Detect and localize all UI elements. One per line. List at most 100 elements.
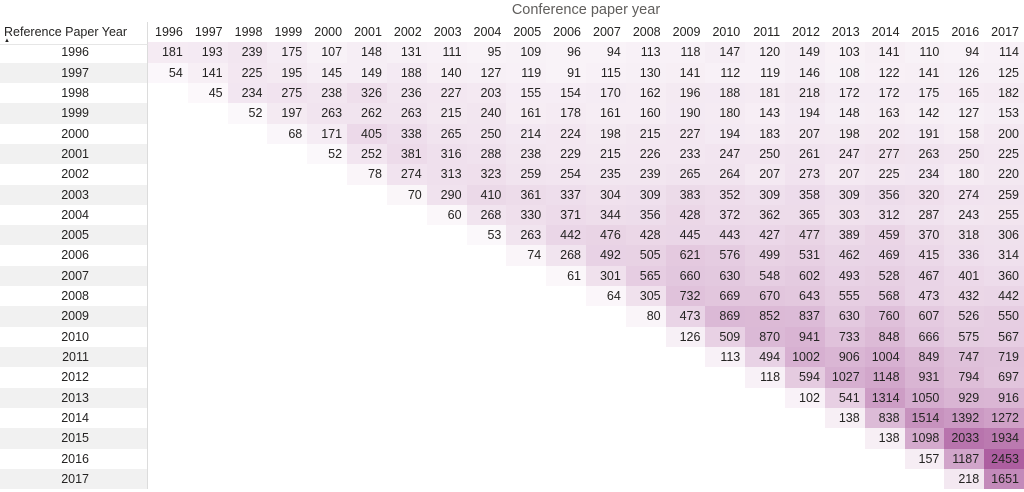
matrix-cell[interactable]: 941 xyxy=(785,326,825,347)
matrix-cell[interactable]: 732 xyxy=(665,286,706,307)
matrix-cell[interactable]: 442 xyxy=(984,286,1024,307)
matrix-cell[interactable]: 227 xyxy=(426,82,467,104)
matrix-cell[interactable]: 1050 xyxy=(904,387,945,408)
matrix-cell[interactable]: 122 xyxy=(864,62,905,83)
matrix-cell[interactable]: 148 xyxy=(347,42,387,63)
matrix-cell[interactable]: 666 xyxy=(904,326,945,347)
row-label-2015[interactable]: 2015 xyxy=(0,428,148,449)
matrix-cell[interactable]: 304 xyxy=(585,184,626,205)
matrix-cell[interactable]: 442 xyxy=(546,225,586,246)
matrix-cell[interactable]: 265 xyxy=(665,164,706,185)
matrix-cell[interactable]: 203 xyxy=(466,82,507,104)
matrix-cell[interactable]: 235 xyxy=(585,164,626,185)
matrix-cell[interactable]: 306 xyxy=(984,225,1024,246)
matrix-cell[interactable]: 80 xyxy=(625,306,666,327)
matrix-cell[interactable]: 361 xyxy=(506,184,547,205)
matrix-cell[interactable]: 630 xyxy=(824,306,865,327)
matrix-cell[interactable]: 140 xyxy=(426,62,467,83)
matrix-cell[interactable]: 234 xyxy=(904,164,945,185)
matrix-cell[interactable]: 263 xyxy=(904,143,945,165)
matrix-cell[interactable]: 183 xyxy=(745,123,786,144)
matrix-cell[interactable]: 747 xyxy=(944,347,985,368)
matrix-cell[interactable]: 195 xyxy=(267,62,308,83)
row-label-1996[interactable]: 1996 xyxy=(0,42,148,63)
matrix-cell[interactable]: 493 xyxy=(824,265,865,287)
matrix-cell[interactable]: 1098 xyxy=(904,428,945,449)
matrix-cell[interactable]: 916 xyxy=(984,387,1024,408)
matrix-cell[interactable]: 114 xyxy=(984,42,1024,63)
matrix-cell[interactable]: 838 xyxy=(864,407,905,429)
matrix-cell[interactable]: 401 xyxy=(944,265,985,287)
matrix-cell[interactable]: 2453 xyxy=(984,448,1024,469)
matrix-cell[interactable]: 107 xyxy=(307,42,348,63)
matrix-cell[interactable]: 360 xyxy=(984,265,1024,287)
matrix-cell[interactable]: 194 xyxy=(705,123,746,144)
matrix-cell[interactable]: 476 xyxy=(585,225,626,246)
matrix-cell[interactable]: 356 xyxy=(625,204,666,226)
matrix-cell[interactable]: 155 xyxy=(506,82,547,104)
matrix-cell[interactable]: 273 xyxy=(785,164,825,185)
matrix-cell[interactable]: 259 xyxy=(984,184,1024,205)
matrix-cell[interactable]: 147 xyxy=(705,42,746,63)
matrix-cell[interactable]: 669 xyxy=(705,286,746,307)
matrix-cell[interactable]: 45 xyxy=(187,82,228,104)
matrix-cell[interactable]: 344 xyxy=(585,204,626,226)
matrix-cell[interactable]: 172 xyxy=(864,82,905,104)
matrix-cell[interactable]: 236 xyxy=(386,82,427,104)
matrix-cell[interactable]: 229 xyxy=(546,143,586,165)
matrix-cell[interactable]: 52 xyxy=(307,143,348,165)
matrix-cell[interactable]: 869 xyxy=(705,306,746,327)
matrix-cell[interactable]: 555 xyxy=(824,286,865,307)
matrix-cell[interactable]: 91 xyxy=(546,62,586,83)
matrix-cell[interactable]: 370 xyxy=(904,225,945,246)
matrix-cell[interactable]: 112 xyxy=(705,62,746,83)
matrix-cell[interactable]: 316 xyxy=(426,143,467,165)
matrix-cell[interactable]: 247 xyxy=(705,143,746,165)
matrix-cell[interactable]: 428 xyxy=(625,225,666,246)
matrix-cell[interactable]: 126 xyxy=(944,62,985,83)
matrix-cell[interactable]: 250 xyxy=(466,123,507,144)
matrix-cell[interactable]: 290 xyxy=(426,184,467,205)
matrix-cell[interactable]: 336 xyxy=(944,245,985,266)
matrix-cell[interactable]: 214 xyxy=(506,123,547,144)
matrix-cell[interactable]: 145 xyxy=(307,62,348,83)
matrix-cell[interactable]: 165 xyxy=(944,82,985,104)
matrix-cell[interactable]: 96 xyxy=(546,42,586,63)
matrix-cell[interactable]: 312 xyxy=(864,204,905,226)
matrix-cell[interactable]: 548 xyxy=(745,265,786,287)
matrix-cell[interactable]: 356 xyxy=(864,184,905,205)
matrix-cell[interactable]: 103 xyxy=(824,42,865,63)
row-label-1997[interactable]: 1997 xyxy=(0,62,148,83)
matrix-cell[interactable]: 215 xyxy=(585,143,626,165)
matrix-cell[interactable]: 109 xyxy=(506,42,547,63)
row-label-2017[interactable]: 2017 xyxy=(0,468,148,490)
matrix-cell[interactable]: 130 xyxy=(625,62,666,83)
matrix-cell[interactable]: 202 xyxy=(864,123,905,144)
matrix-cell[interactable]: 372 xyxy=(705,204,746,226)
matrix-cell[interactable]: 238 xyxy=(506,143,547,165)
row-label-2016[interactable]: 2016 xyxy=(0,448,148,469)
matrix-cell[interactable]: 181 xyxy=(745,82,786,104)
matrix-cell[interactable]: 125 xyxy=(984,62,1024,83)
matrix-cell[interactable]: 148 xyxy=(824,103,865,124)
matrix-cell[interactable]: 277 xyxy=(864,143,905,165)
matrix-cell[interactable]: 254 xyxy=(546,164,586,185)
matrix-cell[interactable]: 157 xyxy=(904,448,945,469)
matrix-cell[interactable]: 467 xyxy=(904,265,945,287)
matrix-cell[interactable]: 243 xyxy=(944,204,985,226)
matrix-cell[interactable]: 630 xyxy=(705,265,746,287)
matrix-cell[interactable]: 852 xyxy=(745,306,786,327)
matrix-cell[interactable]: 531 xyxy=(785,245,825,266)
matrix-cell[interactable]: 383 xyxy=(665,184,706,205)
matrix-cell[interactable]: 60 xyxy=(426,204,467,226)
matrix-cell[interactable]: 1004 xyxy=(864,347,905,368)
row-label-2010[interactable]: 2010 xyxy=(0,326,148,347)
matrix-cell[interactable]: 477 xyxy=(785,225,825,246)
matrix-cell[interactable]: 760 xyxy=(864,306,905,327)
matrix-cell[interactable]: 113 xyxy=(705,347,746,368)
matrix-cell[interactable]: 141 xyxy=(665,62,706,83)
matrix-cell[interactable]: 288 xyxy=(466,143,507,165)
matrix-cell[interactable]: 138 xyxy=(864,428,905,449)
matrix-cell[interactable]: 906 xyxy=(824,347,865,368)
matrix-cell[interactable]: 575 xyxy=(944,326,985,347)
